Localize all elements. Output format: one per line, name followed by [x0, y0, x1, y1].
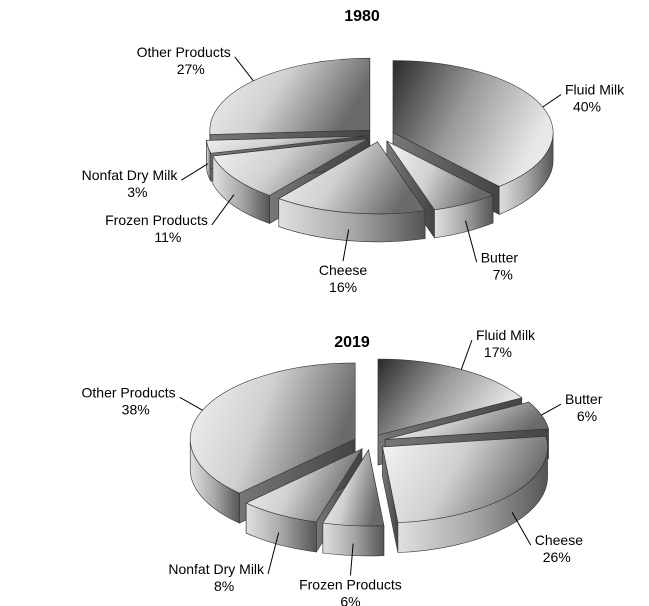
leader-line	[511, 511, 532, 546]
slice-label: Cheese	[319, 262, 367, 278]
slice-value-label: 3%	[127, 184, 147, 200]
leader-line	[349, 543, 354, 576]
leader-line	[464, 220, 478, 263]
slice-label: Other Products	[137, 44, 231, 60]
slice-top	[278, 141, 426, 215]
slice-top	[386, 140, 494, 211]
slice-top	[206, 135, 367, 154]
leader-line	[541, 403, 562, 416]
slice-value-label: 11%	[154, 229, 181, 245]
slice-value-label: 26%	[543, 549, 571, 565]
slice-side	[322, 522, 385, 557]
leader-line	[342, 229, 350, 262]
slice-value-label: 6%	[340, 593, 360, 606]
leader-line	[234, 56, 254, 82]
slice-label: Nonfat Dry Milk	[82, 167, 179, 183]
pie-slice	[322, 448, 385, 557]
slice-top	[189, 362, 356, 494]
slice-label: Butter	[565, 391, 603, 407]
slice-top	[382, 436, 548, 523]
leader-line	[211, 194, 235, 226]
leader-line	[179, 396, 203, 411]
slice-top	[322, 449, 385, 527]
slice-top	[245, 448, 363, 523]
leader-line	[542, 94, 562, 108]
slice-value-label: 16%	[329, 279, 357, 295]
slice-top	[377, 358, 523, 436]
pie-slice	[278, 140, 426, 243]
slice-top	[209, 57, 371, 135]
slice-value-label: 8%	[214, 578, 234, 594]
slice-value-label: 38%	[122, 401, 150, 417]
slice-value-label: 27%	[177, 61, 205, 77]
pie-slice	[382, 436, 548, 553]
slice-top	[392, 60, 554, 187]
slice-label: Fluid Milk	[565, 82, 625, 98]
slice-label: Butter	[481, 249, 519, 265]
leader-line	[460, 339, 473, 370]
slice-value-label: 7%	[493, 266, 513, 282]
slice-label: Nonfat Dry Milk	[168, 561, 265, 577]
chart-title: 1980	[344, 8, 380, 25]
chart-title: 2019	[334, 334, 370, 351]
slice-value-label: 17%	[484, 344, 512, 360]
slice-label: Cheese	[535, 532, 583, 548]
slice-label: Frozen Products	[299, 576, 402, 592]
slice-value-label: 6%	[577, 408, 597, 424]
slice-label: Other Products	[82, 384, 176, 400]
slice-label: Frozen Products	[105, 212, 208, 228]
leader-line	[181, 163, 209, 181]
slice-value-label: 40%	[573, 99, 601, 115]
slice-label: Fluid Milk	[476, 327, 536, 343]
leader-line	[267, 532, 280, 575]
slice-top	[212, 138, 369, 196]
